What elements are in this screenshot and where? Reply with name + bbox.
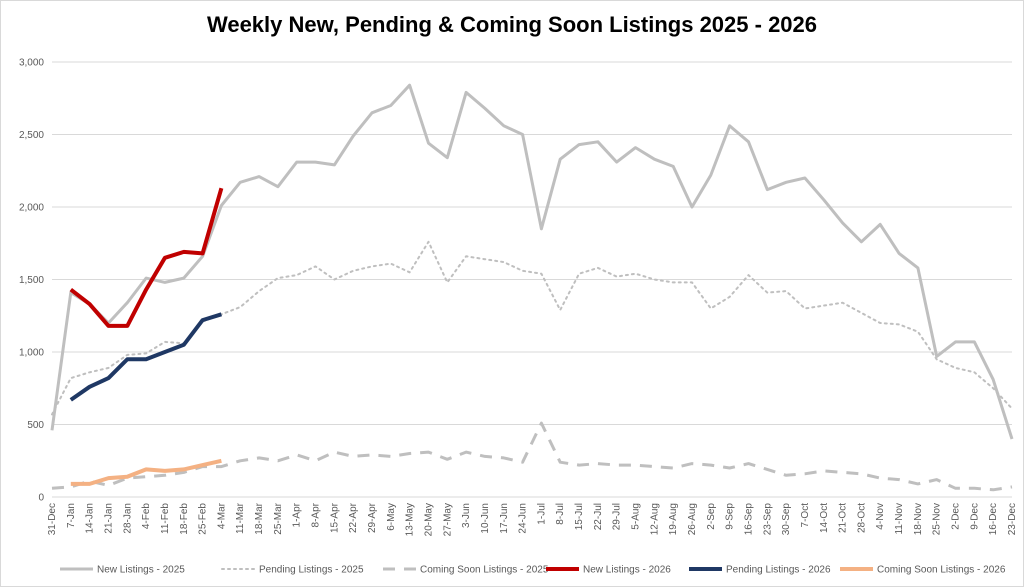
series-line-5 xyxy=(70,458,222,486)
x-tick-label: 25-Feb xyxy=(198,503,209,535)
x-tick-label: 28-Jan xyxy=(122,503,133,534)
legend-label: Pending Listings - 2026 xyxy=(726,565,831,576)
x-tick-label: 11-Mar xyxy=(235,502,246,534)
x-tick-label: 17-Jun xyxy=(499,503,510,534)
x-tick-label: 16-Dec xyxy=(988,503,999,535)
x-tick-label: 27-May xyxy=(442,503,453,536)
legend-label: New Listings - 2026 xyxy=(583,565,671,576)
x-tick-label: 30-Sep xyxy=(781,503,792,536)
legend-label: Coming Soon Listings - 2026 xyxy=(877,565,1006,576)
series-line-4 xyxy=(69,312,222,402)
x-tick-label: 23-Dec xyxy=(1007,503,1018,535)
series-line-0 xyxy=(50,83,1014,440)
x-tick-label: 8-Jul xyxy=(555,503,566,525)
y-axis-ticks: 0 500 1,000 1,500 2,000 2,500 3,000 xyxy=(19,58,44,504)
x-tick-label: 7-Oct xyxy=(800,503,811,528)
x-tick-label: 25-Nov xyxy=(932,503,943,535)
x-tick-label: 21-Oct xyxy=(838,503,849,533)
x-tick-label: 11-Nov xyxy=(894,503,905,535)
x-tick-label: 28-Oct xyxy=(856,503,867,533)
x-tick-label: 21-Jan xyxy=(103,503,114,534)
x-tick-label: 22-Jul xyxy=(593,503,604,530)
x-tick-label: 29-Apr xyxy=(367,502,378,533)
legend-label: New Listings - 2025 xyxy=(97,565,185,576)
x-tick-label: 19-Aug xyxy=(668,503,679,535)
gridlines xyxy=(52,61,1012,498)
y-tick-label: 1,500 xyxy=(19,275,44,286)
series-line-1 xyxy=(51,240,1013,416)
x-tick-label: 26-Aug xyxy=(687,503,698,535)
x-tick-label: 14-Oct xyxy=(819,503,830,533)
x-tick-label: 5-Aug xyxy=(631,503,642,530)
x-tick-label: 29-Jul xyxy=(612,503,623,530)
x-tick-label: 11-Feb xyxy=(160,503,171,534)
y-tick-label: 1,000 xyxy=(19,348,44,359)
series-line-2 xyxy=(51,421,1013,492)
x-tick-label: 2-Sep xyxy=(706,503,717,530)
x-tick-label: 31-Dec xyxy=(47,503,58,535)
x-tick-label: 4-Mar xyxy=(216,502,227,529)
x-tick-label: 4-Feb xyxy=(141,503,152,530)
y-tick-label: 3,000 xyxy=(19,58,44,69)
x-tick-label: 25-Mar xyxy=(273,502,284,534)
x-tick-label: 20-May xyxy=(423,503,434,536)
series-line-3 xyxy=(69,187,224,328)
x-tick-label: 18-Nov xyxy=(913,503,924,535)
x-tick-label: 8-Apr xyxy=(311,502,322,527)
x-axis-ticks: 31-Dec 7-Jan 14-Jan 21-Jan 28-Jan 4-Feb 11-Feb… xyxy=(47,502,1018,536)
x-tick-label: 1-Apr xyxy=(292,502,303,527)
y-tick-label: 0 xyxy=(38,493,44,504)
x-tick-label: 18-Mar xyxy=(254,502,265,534)
x-tick-label: 7-Jan xyxy=(66,503,77,528)
y-tick-label: 500 xyxy=(27,420,44,431)
y-tick-label: 2,500 xyxy=(19,130,44,141)
x-tick-label: 14-Jan xyxy=(85,503,96,534)
y-tick-label: 2,000 xyxy=(19,203,44,214)
legend: New Listings - 2025 Pending Listings - 20… xyxy=(60,565,1006,576)
x-tick-label: 15-Jul xyxy=(574,503,585,530)
x-tick-label: 18-Feb xyxy=(179,503,190,535)
x-tick-label: 9-Sep xyxy=(725,503,736,530)
x-tick-label: 24-Jun xyxy=(518,503,529,534)
chart-title: Weekly New, Pending & Coming Soon Listin… xyxy=(206,12,818,37)
x-tick-label: 23-Sep xyxy=(762,503,773,536)
x-tick-label: 13-May xyxy=(405,503,416,536)
x-tick-label: 6-May xyxy=(386,503,397,531)
x-tick-label: 22-Apr xyxy=(348,502,359,533)
x-tick-label: 12-Aug xyxy=(649,503,660,535)
x-tick-label: 2-Dec xyxy=(951,503,962,530)
x-tick-label: 10-Jun xyxy=(480,503,491,534)
legend-label: Pending Listings - 2025 xyxy=(259,565,364,576)
x-tick-label: 15-Apr xyxy=(329,502,340,533)
x-tick-label: 4-Nov xyxy=(875,503,886,530)
x-tick-label: 3-Jun xyxy=(461,503,472,528)
legend-label: Coming Soon Listings - 2025 xyxy=(420,565,549,576)
x-tick-label: 16-Sep xyxy=(743,503,754,536)
x-tick-label: 9-Dec xyxy=(969,503,980,530)
series-lines xyxy=(50,83,1014,492)
x-tick-label: 1-Jul xyxy=(536,503,547,525)
